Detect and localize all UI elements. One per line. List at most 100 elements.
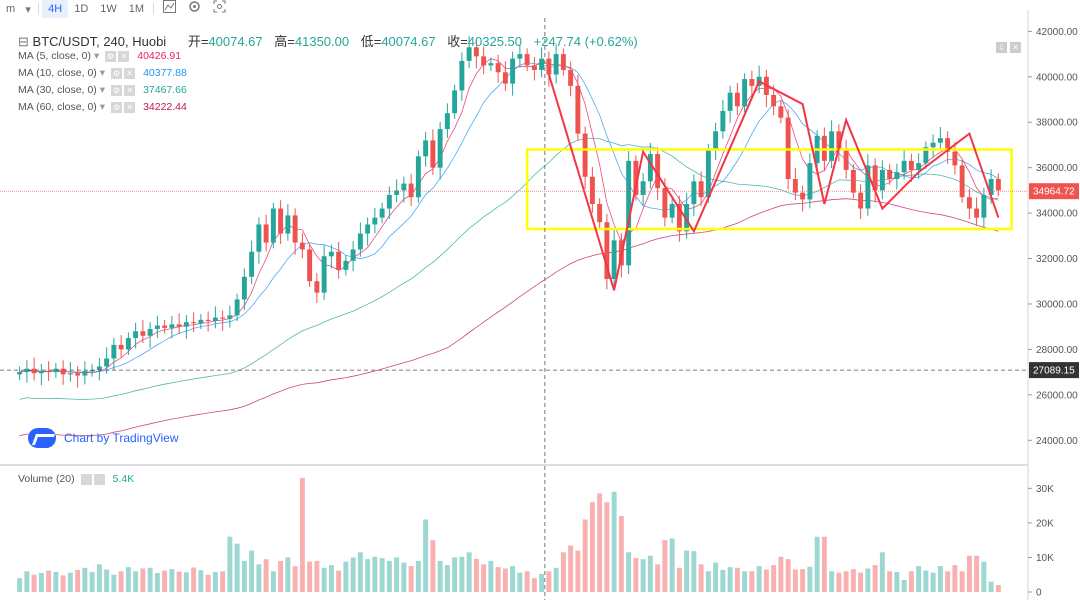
volume-bar xyxy=(887,571,893,592)
screenshot-icon[interactable] xyxy=(207,0,232,18)
settings-icon[interactable]: ⚙ xyxy=(111,67,123,79)
volume-bar xyxy=(553,567,559,592)
close-icon[interactable]: ✕ xyxy=(118,50,130,62)
settings-icon[interactable]: ⚙ xyxy=(111,101,123,113)
volume-bar xyxy=(698,564,704,592)
candle xyxy=(495,63,501,73)
candle xyxy=(321,256,327,293)
candle xyxy=(176,324,182,327)
interval-4h[interactable]: 4H xyxy=(42,0,69,18)
bar-style-icon[interactable] xyxy=(157,0,182,18)
close-icon[interactable]: ✕ xyxy=(124,84,136,96)
volume-bar xyxy=(350,557,356,592)
indicators-icon[interactable] xyxy=(182,0,207,18)
chevron-down-icon[interactable]: ▾ xyxy=(25,3,31,16)
candle xyxy=(589,176,595,205)
volume-bar xyxy=(611,491,617,592)
volume-bar xyxy=(502,568,508,592)
candle xyxy=(365,224,371,234)
volume-bar xyxy=(256,564,262,592)
wave-line xyxy=(547,74,1000,291)
volume-legend[interactable]: Volume (20) 5.4K xyxy=(18,473,134,485)
volume-bar xyxy=(307,561,313,592)
volume-bar xyxy=(655,564,661,592)
volume-bar xyxy=(321,567,327,592)
volume-bar xyxy=(401,562,407,592)
chevron-down-icon[interactable]: ▾ xyxy=(99,67,106,79)
volume-bar xyxy=(510,566,516,592)
volume-bar xyxy=(191,567,197,592)
settings-icon[interactable]: ⚙ xyxy=(105,50,117,62)
volume-tick-label: 10K xyxy=(1036,553,1054,564)
ma-legend-5[interactable]: MA (5, close, 0) ▾ ⚙ ✕ 40426.91 xyxy=(18,50,181,62)
settings-icon[interactable]: ⚙ xyxy=(111,84,123,96)
volume-bar xyxy=(437,560,443,592)
candle xyxy=(24,368,30,373)
volume-value: 5.4K xyxy=(112,473,135,485)
candle xyxy=(553,54,559,75)
y-tick-label: 40000.00 xyxy=(1036,72,1078,83)
interval-1d[interactable]: 1D xyxy=(74,3,89,15)
interval-1w[interactable]: 1W xyxy=(100,3,117,15)
candle xyxy=(17,372,23,375)
volume-bar xyxy=(734,567,740,592)
candle xyxy=(53,368,59,373)
candle xyxy=(459,60,465,91)
close-icon[interactable]: ✕ xyxy=(124,101,136,113)
volume-bar xyxy=(589,502,595,592)
candle xyxy=(669,204,675,218)
volume-bar xyxy=(162,570,168,592)
candle xyxy=(879,169,885,191)
volume-bar xyxy=(582,519,588,592)
chevron-down-icon[interactable]: ▾ xyxy=(93,50,100,62)
close-icon[interactable] xyxy=(93,473,105,485)
candle xyxy=(792,179,798,193)
volume-bar xyxy=(959,571,965,592)
candle xyxy=(111,344,117,359)
ma-label: MA (60, close, 0) xyxy=(18,101,97,113)
candle xyxy=(67,373,73,375)
candle xyxy=(147,328,153,336)
volume-bar xyxy=(328,565,334,592)
volume-bar xyxy=(691,551,697,592)
collapse-icon[interactable]: ⊟ xyxy=(18,34,29,49)
close-icon[interactable]: ✕ xyxy=(1010,42,1021,53)
volume-bar xyxy=(372,556,378,592)
candle xyxy=(858,192,864,209)
volume-bar xyxy=(800,569,806,592)
low-value: 40074.67 xyxy=(381,34,436,49)
candle xyxy=(241,276,247,300)
chevron-down-icon[interactable]: ▾ xyxy=(99,101,106,113)
tradingview-watermark[interactable]: Chart by TradingView xyxy=(28,428,179,448)
volume-bar xyxy=(394,557,400,592)
volume-bar xyxy=(82,567,88,592)
settings-icon[interactable] xyxy=(80,473,92,485)
chevron-down-icon[interactable]: ▾ xyxy=(99,84,106,96)
candle xyxy=(444,113,450,130)
last-price-badge-text: 34964.72 xyxy=(1033,187,1075,198)
volume-bar xyxy=(379,558,385,592)
candle xyxy=(31,368,37,374)
scroll-down-icon[interactable]: ⇩ xyxy=(996,42,1007,53)
volume-tick-label: 30K xyxy=(1036,484,1054,495)
candle xyxy=(169,324,175,328)
candle xyxy=(162,325,168,328)
candle xyxy=(452,90,458,114)
candle xyxy=(292,215,298,243)
interval-minutes[interactable]: m xyxy=(6,3,16,15)
interval-1m[interactable]: 1M xyxy=(128,3,145,15)
ma-legend-10[interactable]: MA (10, close, 0) ▾ ⚙ ✕ 40377.88 xyxy=(18,67,187,79)
volume-bar xyxy=(858,572,864,592)
candle xyxy=(691,181,697,205)
volume-bar xyxy=(488,560,494,592)
volume-bar xyxy=(176,571,182,592)
toolbar-divider xyxy=(38,3,40,15)
close-icon[interactable]: ✕ xyxy=(124,67,136,79)
candle xyxy=(249,251,255,277)
ma-legend-60[interactable]: MA (60, close, 0) ▾ ⚙ ✕ 34222.44 xyxy=(18,101,187,113)
candle xyxy=(343,260,349,270)
volume-tick-label: 0 xyxy=(1036,588,1042,599)
ma-legend-30[interactable]: MA (30, close, 0) ▾ ⚙ ✕ 37467.66 xyxy=(18,84,187,96)
volume-bar xyxy=(220,571,226,592)
